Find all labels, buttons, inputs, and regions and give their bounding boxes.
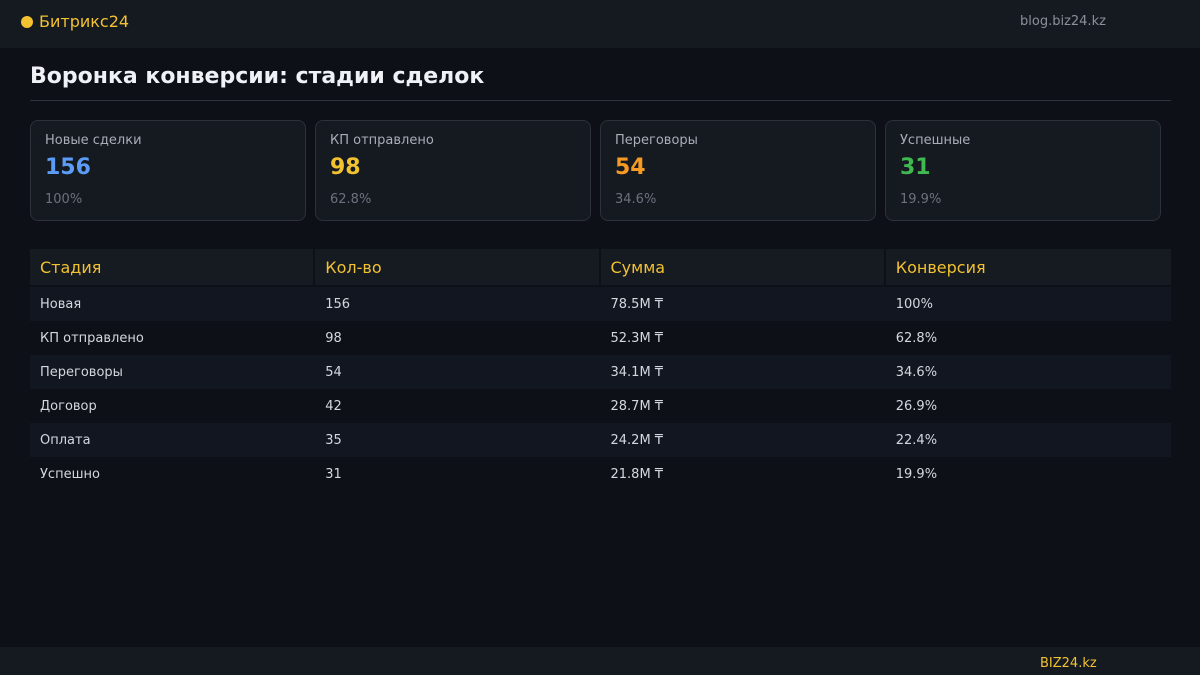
cell-stage: Оплата [30,423,316,457]
column-header-conversion[interactable]: Конверсия [885,249,1171,287]
card-value: 31 [900,155,931,180]
cell-conversion: 26.9% [885,389,1171,423]
cell-stage: Успешно [30,457,316,491]
title-divider [30,100,1171,101]
cell-count: 156 [315,287,601,321]
card-value: 98 [330,155,361,180]
cell-stage: Договор [30,389,316,423]
cell-amount: 34.1M ₸ [600,355,886,389]
cell-count: 42 [315,389,601,423]
brand-name: Битрикс24 [39,12,130,31]
card-percent: 62.8% [330,192,372,207]
card-label: Новые сделки [45,133,142,148]
cell-amount: 78.5M ₸ [600,287,886,321]
card-value: 54 [615,155,646,180]
table-header-row: Стадия Кол-во Сумма Конверсия [30,249,1171,287]
card-percent: 34.6% [615,192,657,207]
cell-amount: 52.3M ₸ [600,321,886,355]
column-header-stage[interactable]: Стадия [30,249,316,287]
cell-conversion: 62.8% [885,321,1171,355]
footer-bar: BIZ24.kz [0,647,1200,675]
cell-conversion: 22.4% [885,423,1171,457]
table-row: Договор 42 28.7M ₸ 26.9% [30,389,1171,423]
cell-count: 35 [315,423,601,457]
card-new-deals: Новые сделки 156 100% [30,120,306,221]
table-row: Успешно 31 21.8M ₸ 19.9% [30,457,1171,491]
table-row: Переговоры 54 34.1M ₸ 34.6% [30,355,1171,389]
column-header-count[interactable]: Кол-во [315,249,601,287]
cell-amount: 28.7M ₸ [600,389,886,423]
card-successful: Успешные 31 19.9% [885,120,1161,221]
cell-conversion: 100% [885,287,1171,321]
cell-count: 98 [315,321,601,355]
column-header-amount[interactable]: Сумма [600,249,886,287]
table-row: Новая 156 78.5M ₸ 100% [30,287,1171,321]
cell-conversion: 19.9% [885,457,1171,491]
card-percent: 100% [45,192,83,207]
cell-conversion: 34.6% [885,355,1171,389]
cell-amount: 21.8M ₸ [600,457,886,491]
funnel-table: Стадия Кол-во Сумма Конверсия Новая 156 … [30,249,1171,491]
top-bar: Битрикс24 blog.biz24.kz [0,0,1200,48]
cell-stage: КП отправлено [30,321,316,355]
brand-dot-icon [21,15,33,28]
cell-stage: Новая [30,287,316,321]
cell-amount: 24.2M ₸ [600,423,886,457]
card-value: 156 [45,155,91,180]
site-url[interactable]: blog.biz24.kz [1020,14,1106,29]
card-percent: 19.9% [900,192,942,207]
card-negotiations: Переговоры 54 34.6% [600,120,876,221]
page-title: Воронка конверсии: стадии сделок [30,64,485,89]
cell-count: 31 [315,457,601,491]
footer-brand[interactable]: BIZ24.kz [1040,656,1097,671]
card-label: КП отправлено [330,133,434,148]
card-label: Успешные [900,133,971,148]
card-label: Переговоры [615,133,698,148]
table-row: Оплата 35 24.2M ₸ 22.4% [30,423,1171,457]
table-row: КП отправлено 98 52.3M ₸ 62.8% [30,321,1171,355]
card-proposal-sent: КП отправлено 98 62.8% [315,120,591,221]
brand-logo[interactable]: Битрикс24 [21,12,129,31]
cell-count: 54 [315,355,601,389]
cell-stage: Переговоры [30,355,316,389]
